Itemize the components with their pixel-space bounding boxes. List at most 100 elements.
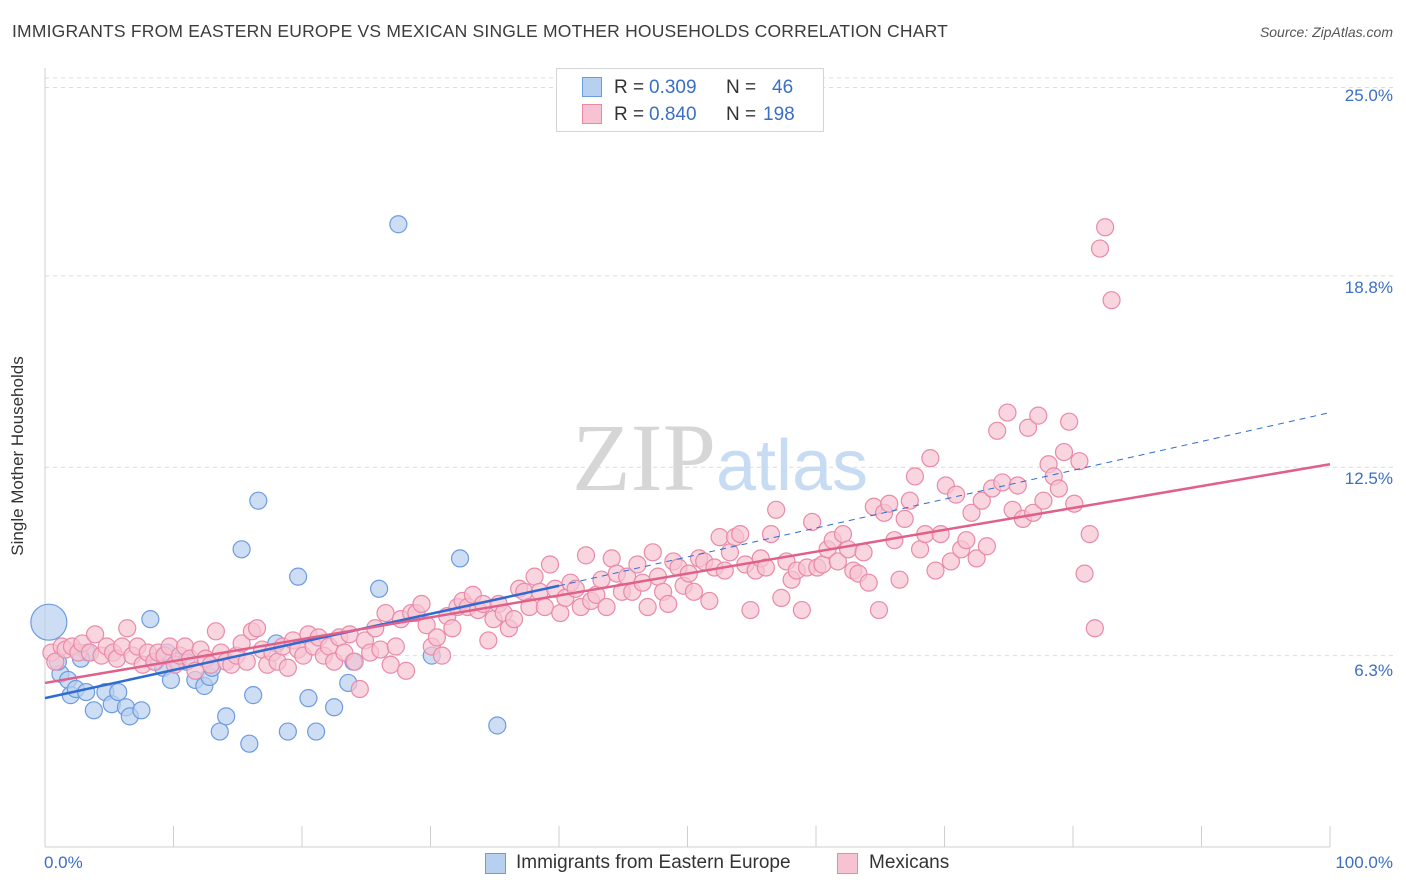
mexicans-point	[386, 637, 405, 656]
immigrants-point	[232, 540, 251, 559]
legend-r-value: 0.309	[649, 77, 697, 98]
legend-n-value: 198	[763, 104, 795, 125]
mexicans-point	[895, 509, 914, 529]
legend-row-immigrants: R = 0.309 N = 46	[557, 74, 823, 100]
mexicans-point	[86, 625, 105, 644]
mexicans-point	[869, 600, 889, 620]
mexicans-point	[833, 524, 853, 544]
mexicans-point	[988, 421, 1007, 440]
bottom-legend-mexicans: Mexicans	[869, 852, 950, 873]
immigrants-point	[370, 579, 389, 598]
immigrants-point	[240, 734, 259, 753]
mexicans-point	[540, 555, 560, 574]
immigrants-point	[84, 701, 103, 720]
mexicans-point	[576, 546, 596, 565]
mexicans-point	[957, 531, 976, 550]
immigrants-point	[488, 716, 507, 735]
mexicans-point	[345, 652, 364, 671]
mexicans-point	[803, 512, 822, 532]
mexicans-point	[46, 652, 65, 671]
immigrants-point	[132, 701, 151, 720]
immigrants-trend-line	[44, 584, 560, 700]
mexicans-point	[525, 567, 544, 586]
mexicans-point	[998, 403, 1017, 422]
mexicans-point	[350, 679, 369, 699]
x-tick-100: 100.0%	[1335, 853, 1393, 872]
legend-n-label: N =	[726, 104, 757, 125]
mexicans-point	[880, 494, 899, 513]
immigrants-point	[289, 567, 308, 586]
y-axis-label: Single Mother Households	[8, 356, 27, 556]
mexicans-point	[535, 597, 554, 617]
mexicans-point	[700, 591, 719, 611]
mexicans-point	[1060, 412, 1079, 431]
mexicans-point	[1085, 619, 1104, 638]
mexicans-point	[1070, 452, 1089, 471]
legend-n-value: 46	[772, 77, 794, 98]
mexicans-point	[741, 600, 760, 620]
mexicans-point	[412, 594, 431, 614]
mexicans-point	[1049, 479, 1068, 498]
y-tick-6-3: 6.3%	[1354, 661, 1393, 680]
mexicans-point	[396, 661, 416, 680]
mexicans-point	[597, 597, 616, 617]
axes	[44, 68, 1331, 848]
mexicans-point	[1054, 442, 1074, 462]
immigrants-point	[109, 682, 128, 702]
mexicans-point	[381, 655, 400, 674]
mexicans-point	[1008, 476, 1027, 495]
mexicans-point	[921, 449, 940, 468]
mexicans-point	[1034, 491, 1053, 510]
mexicans-point	[1075, 564, 1094, 583]
mexicans-point	[993, 473, 1012, 492]
immigrants-point	[141, 610, 160, 629]
trend-lines	[44, 412, 1331, 700]
mexicans-point	[602, 549, 621, 568]
legend: R = 0.309 N = 46 R = 0.840 N = 198	[556, 68, 824, 132]
bottom-legend-swatch-pink	[837, 853, 858, 874]
mexicans-trend-line	[44, 462, 1331, 685]
mexicans-point	[1096, 218, 1115, 237]
mexicans-point	[813, 555, 832, 574]
mexicans-point	[376, 603, 395, 623]
immigrants-point	[389, 215, 408, 234]
y-tick-18-8: 18.8%	[1344, 278, 1393, 297]
mexicans-point	[443, 619, 462, 638]
immigrants-point	[217, 707, 236, 726]
immigrants-point	[244, 686, 263, 705]
mexicans-point	[638, 597, 657, 617]
mexicans-point	[839, 540, 858, 559]
mexicans-point	[427, 628, 447, 647]
bottom-legend-swatch-blue	[485, 853, 506, 874]
mexicans-point	[659, 594, 678, 614]
immigrants-point	[77, 682, 96, 702]
mexicans-point	[1090, 239, 1110, 258]
legend-r-value: 0.840	[649, 104, 697, 125]
mexicans-point	[247, 619, 267, 638]
mexicans-point	[479, 631, 498, 650]
mexicans-point	[977, 537, 997, 556]
mexicans-point	[931, 524, 950, 544]
mexicans-point	[792, 600, 811, 620]
mexicans-point	[432, 646, 452, 665]
mexicans-point	[551, 603, 570, 623]
mexicans-point	[962, 503, 981, 522]
bottom-legend-immigrants: Immigrants from Eastern Europe	[516, 852, 791, 873]
mexicans-point	[371, 640, 390, 659]
legend-swatch-pink	[582, 104, 602, 124]
immigrants-point	[299, 689, 318, 708]
mexicans-point	[767, 500, 786, 519]
chart-title: IMMIGRANTS FROM EASTERN EUROPE VS MEXICA…	[12, 21, 948, 41]
mexicans-point	[859, 573, 878, 592]
mexicans-point	[761, 524, 781, 544]
watermark-zip: ZIP	[572, 404, 716, 511]
mexicans-point	[1080, 524, 1099, 544]
immigrants-point	[450, 549, 470, 568]
legend-n-label: N =	[726, 77, 757, 98]
mexicans-point	[890, 570, 909, 589]
source-note: Source: ZipAtlas.com	[1259, 24, 1393, 40]
mexicans-point	[118, 619, 137, 638]
immigrants-point	[161, 670, 181, 690]
mexicans-point	[946, 485, 966, 504]
